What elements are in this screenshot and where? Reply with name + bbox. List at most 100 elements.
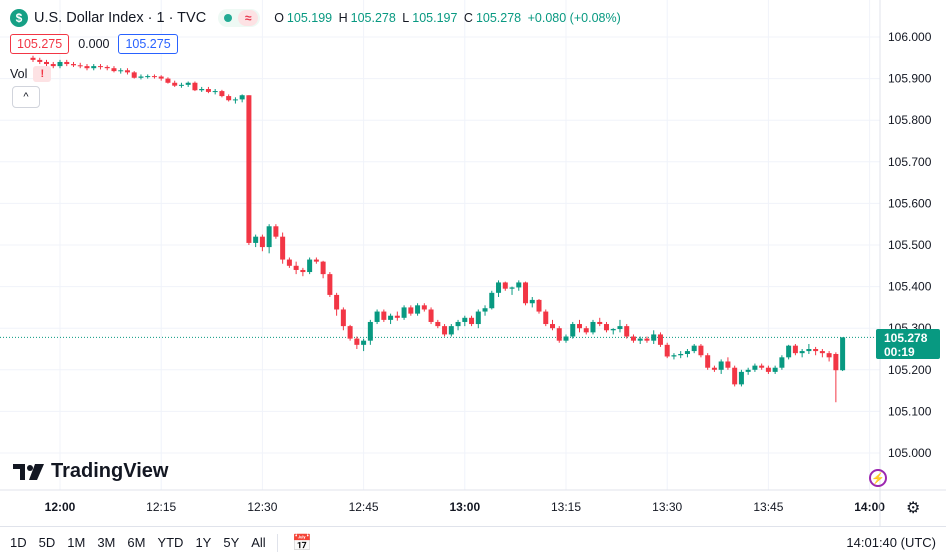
quote-row: 105.275 0.000 105.275	[10, 34, 178, 54]
candle	[772, 365, 778, 374]
calendar-icon[interactable]: 📅	[292, 535, 312, 552]
volume-legend[interactable]: Vol !	[10, 66, 52, 82]
candle-body	[806, 349, 812, 352]
candle	[462, 315, 468, 327]
y-tick-label: 105.200	[888, 363, 932, 377]
candle-body	[725, 361, 731, 368]
candle	[840, 337, 846, 372]
candle-body	[523, 282, 529, 304]
candle	[597, 317, 603, 327]
warning-icon[interactable]: !	[33, 66, 52, 82]
candle	[759, 363, 765, 370]
market-status[interactable]: ≈	[218, 9, 261, 27]
candle	[91, 64, 97, 71]
candle-body	[556, 328, 562, 341]
flash-icon[interactable]: ⚡	[869, 469, 887, 487]
last-price-tag: 105.278 00:19	[876, 329, 940, 359]
candle	[536, 299, 542, 314]
x-tick-label: 13:45	[753, 500, 783, 514]
candle-body	[199, 89, 205, 91]
y-tick-label: 105.900	[888, 72, 932, 86]
ask-price[interactable]: 105.275	[118, 34, 178, 54]
candle-body	[462, 317, 468, 322]
candle-body	[415, 305, 421, 314]
bar-countdown: 00:19	[884, 345, 915, 359]
y-tick-label: 105.500	[888, 238, 932, 252]
candle-body	[516, 282, 522, 288]
candle	[691, 344, 697, 354]
candle-body	[57, 61, 63, 67]
candle-body	[388, 315, 394, 320]
range-5y[interactable]: 5Y	[223, 535, 240, 550]
candle	[644, 336, 650, 343]
candle	[718, 359, 724, 374]
candle	[698, 344, 704, 358]
candlestick-chart[interactable]: 106.000 105.900 105.800 105.700 105.600 105.5…	[0, 0, 946, 526]
candle	[145, 74, 151, 79]
candle-body	[779, 357, 785, 368]
candle-body	[469, 317, 475, 325]
tradingview-logo[interactable]: TradingView	[13, 460, 168, 483]
range-all[interactable]: All	[251, 535, 266, 550]
candle-body	[442, 326, 448, 335]
bid-price[interactable]: 105.275	[10, 34, 70, 54]
candle-body	[576, 324, 582, 329]
candle-body	[772, 367, 778, 372]
candle	[374, 309, 380, 325]
candle	[131, 71, 137, 79]
candle-body	[354, 338, 360, 345]
range-1d[interactable]: 1D	[10, 535, 27, 550]
candle-body	[698, 345, 704, 356]
candle	[833, 352, 839, 403]
candle-body	[678, 353, 684, 356]
collapse-legend-button[interactable]: ^	[12, 86, 40, 108]
x-tick-label: 13:30	[652, 500, 682, 514]
candle-body	[273, 226, 279, 237]
range-5d[interactable]: 5D	[38, 535, 56, 550]
candle	[111, 66, 117, 73]
candle-body	[799, 351, 805, 354]
dollar-icon: $	[10, 9, 28, 27]
candle-body	[617, 326, 623, 330]
candle-body	[77, 65, 83, 67]
range-1y[interactable]: 1Y	[195, 535, 212, 550]
candle	[280, 232, 286, 264]
candle	[84, 64, 90, 71]
candle	[590, 319, 596, 335]
last-price-value: 105.278	[884, 331, 928, 345]
range-6m[interactable]: 6M	[127, 535, 146, 550]
high-label: H	[338, 11, 348, 25]
candle	[502, 281, 508, 291]
gear-icon[interactable]: ⚙	[906, 500, 921, 517]
candle-body	[124, 70, 130, 73]
range-ytd[interactable]: YTD	[157, 535, 184, 550]
candle	[219, 89, 225, 98]
candle	[455, 319, 461, 331]
candle	[489, 290, 495, 310]
candle	[293, 261, 299, 275]
candle-body	[334, 294, 340, 310]
x-tick-label: 14:00	[854, 500, 885, 514]
candle-body	[590, 321, 596, 333]
candle	[408, 305, 414, 316]
candle	[725, 357, 731, 370]
logo-text: TradingView	[51, 460, 169, 482]
range-1m[interactable]: 1M	[67, 535, 86, 550]
candle	[752, 363, 758, 372]
candle-body	[455, 321, 461, 327]
utc-clock[interactable]: 14:01:40 (UTC)	[846, 535, 936, 550]
candle	[381, 309, 387, 322]
candle-body	[813, 349, 819, 352]
candle-body	[435, 321, 441, 327]
symbol-title[interactable]: U.S. Dollar Index · 1 · TVC	[34, 10, 207, 26]
candle	[253, 234, 259, 248]
candle-body	[320, 261, 326, 275]
candle	[226, 94, 232, 102]
candle	[671, 353, 677, 360]
candle	[30, 55, 36, 62]
delayed-data-icon[interactable]: ≈	[238, 10, 259, 26]
range-3m[interactable]: 3M	[97, 535, 116, 550]
candle-body	[819, 351, 825, 354]
candle	[97, 64, 103, 70]
candle-body	[111, 68, 117, 72]
